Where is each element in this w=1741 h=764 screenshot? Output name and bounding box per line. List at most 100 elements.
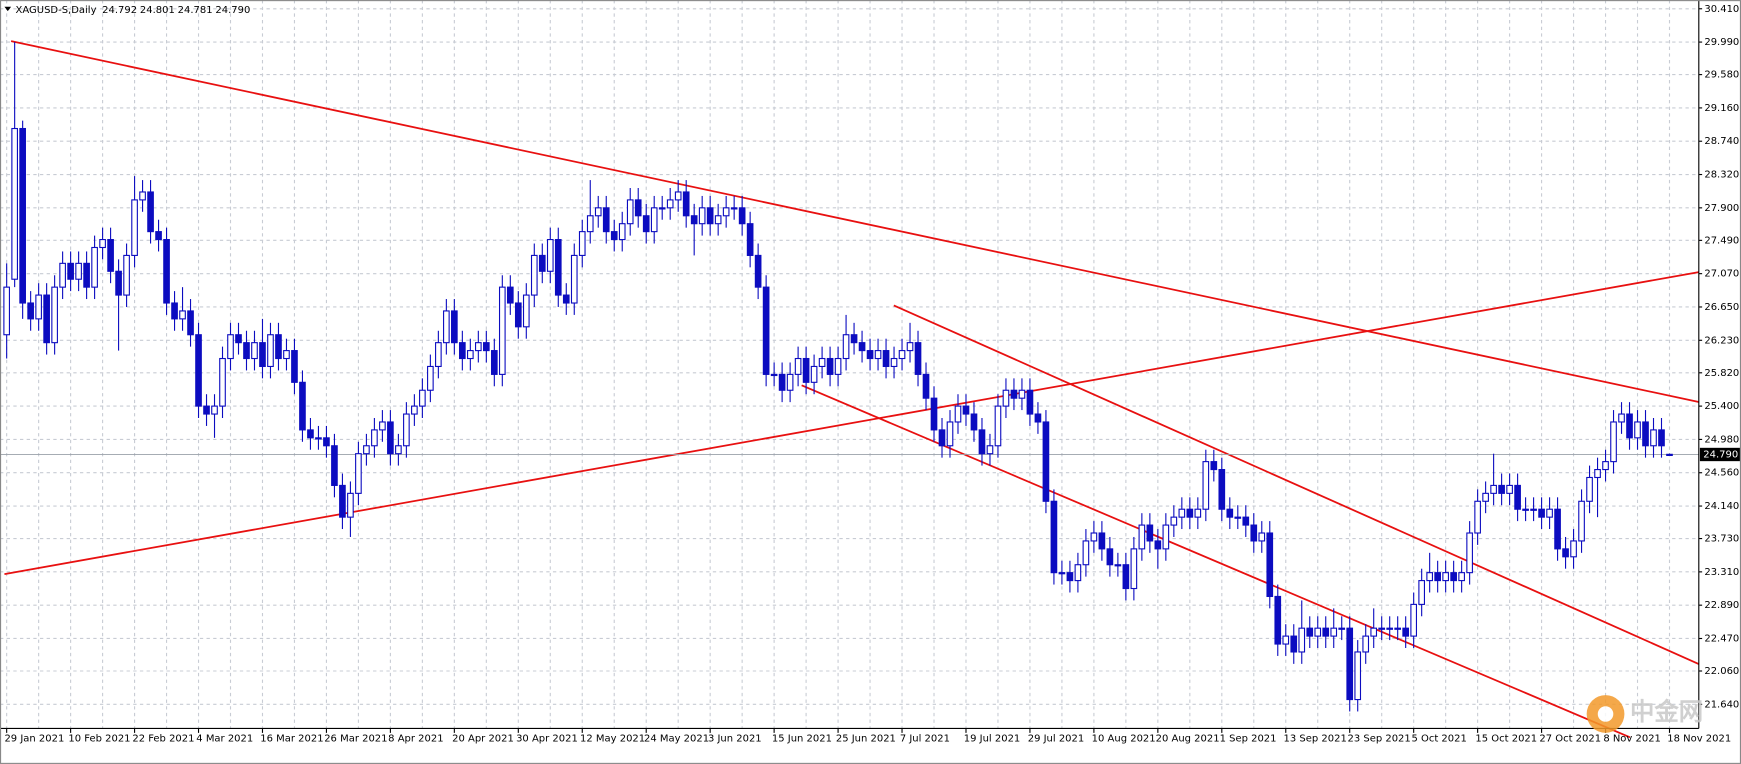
candle-body — [107, 239, 114, 272]
candle-body — [658, 207, 666, 210]
candle-body — [1362, 635, 1370, 653]
candle-body — [1266, 532, 1274, 598]
candle-body — [227, 334, 234, 360]
y-tick-label: 23.730 — [1704, 534, 1739, 545]
candle-body — [1602, 461, 1609, 471]
y-tick-label: 24.980 — [1704, 434, 1739, 445]
candle-body — [610, 231, 618, 241]
candle-body — [858, 342, 866, 352]
candle-body — [754, 254, 762, 288]
candle-body — [451, 310, 458, 344]
candle-body — [618, 223, 626, 241]
chart-title: XAGUSD-S,Daily — [16, 5, 97, 16]
candle-body — [978, 429, 986, 455]
candle-body — [427, 365, 434, 391]
candle-body — [1466, 532, 1473, 574]
candle-body — [554, 239, 562, 296]
candle-body — [546, 239, 554, 272]
candle-body — [1506, 484, 1513, 494]
candle-body — [187, 310, 194, 336]
candle-body — [3, 286, 10, 336]
menu-arrow[interactable] — [4, 6, 12, 12]
watermark-logo-inner — [1597, 706, 1614, 722]
candle-body — [970, 413, 978, 431]
x-tick-label: 30 Apr 2021 — [516, 733, 578, 744]
candle-body — [882, 350, 890, 368]
candle-body — [834, 357, 842, 375]
candle-body — [1330, 627, 1338, 637]
candle-body — [163, 239, 170, 304]
candle-body — [11, 127, 18, 280]
x-tick-label: 22 Feb 2021 — [132, 733, 194, 744]
candle-body — [139, 191, 146, 201]
candle-body — [586, 215, 594, 233]
candle-body — [1186, 508, 1194, 518]
candle-body — [578, 231, 586, 256]
candle-body — [147, 191, 154, 233]
candle-body — [1418, 580, 1425, 605]
candle-body — [1634, 421, 1641, 439]
candle-body — [962, 405, 970, 415]
candle-body — [1354, 651, 1362, 701]
candle-body — [898, 350, 906, 360]
candle-body — [419, 389, 426, 407]
candle-body — [363, 445, 370, 455]
candle-body — [339, 484, 346, 518]
candle-body — [355, 453, 362, 494]
candle-body — [826, 357, 834, 375]
candle-body — [866, 350, 874, 360]
candle-body — [874, 350, 882, 360]
candle-body — [1434, 572, 1441, 582]
x-tick-label: 13 Sep 2021 — [1284, 733, 1347, 744]
candle-body — [19, 127, 26, 304]
last-price-label: 24.790 — [1703, 449, 1738, 460]
candle-body — [467, 350, 474, 360]
candle-body — [1090, 532, 1098, 542]
candle-body — [51, 286, 58, 344]
candle-body — [538, 254, 546, 272]
candle-body — [411, 405, 418, 415]
y-tick-label: 27.900 — [1704, 203, 1739, 214]
x-tick-label: 23 Sep 2021 — [1347, 733, 1410, 744]
header-price: 24.792 — [102, 5, 137, 16]
candle-body — [75, 262, 82, 280]
candle-body — [315, 437, 322, 440]
candle-body — [1122, 564, 1130, 590]
candle-body — [1098, 532, 1106, 550]
candle-body — [1442, 572, 1449, 582]
candle-body — [762, 286, 770, 375]
x-tick-label: 29 Jan 2021 — [4, 733, 64, 744]
header-price: 24.790 — [215, 5, 250, 16]
candle-body — [1522, 508, 1529, 511]
candle-body — [514, 302, 522, 328]
candle-body — [1554, 508, 1561, 550]
candle-body — [730, 207, 738, 210]
candle-body — [67, 262, 74, 280]
labels: 30.410 29.990 29.580 29.160 28.740 28.320 27.9… — [4, 4, 1740, 744]
x-tick-label: 25 Jun 2021 — [836, 733, 896, 744]
candle-body — [1050, 500, 1058, 574]
candle-body — [1026, 389, 1034, 415]
candle-body — [1082, 540, 1090, 566]
candle-body — [1458, 572, 1465, 582]
candle-body — [1234, 516, 1242, 519]
candle-body — [818, 357, 826, 368]
candle-body — [746, 223, 754, 256]
x-tick-label: 24 May 2021 — [644, 733, 709, 744]
candle-body — [930, 397, 938, 431]
x-tick-label: 10 Aug 2021 — [1092, 733, 1156, 744]
candle-body — [1066, 572, 1074, 582]
candle-body — [530, 254, 538, 296]
candle-body — [634, 199, 642, 217]
candle-body — [131, 199, 138, 256]
candle-body — [682, 191, 690, 217]
x-tick-label: 3 Jun 2021 — [708, 733, 762, 744]
watermark-text: 中金网 — [1630, 697, 1703, 726]
y-tick-label: 27.490 — [1704, 235, 1739, 246]
x-tick-label: 29 Jul 2021 — [1028, 733, 1085, 744]
candle-body — [914, 342, 922, 375]
candle-body — [1074, 564, 1082, 582]
candle-body — [1474, 500, 1481, 534]
candle-body — [946, 421, 954, 447]
candle-body — [171, 302, 178, 320]
